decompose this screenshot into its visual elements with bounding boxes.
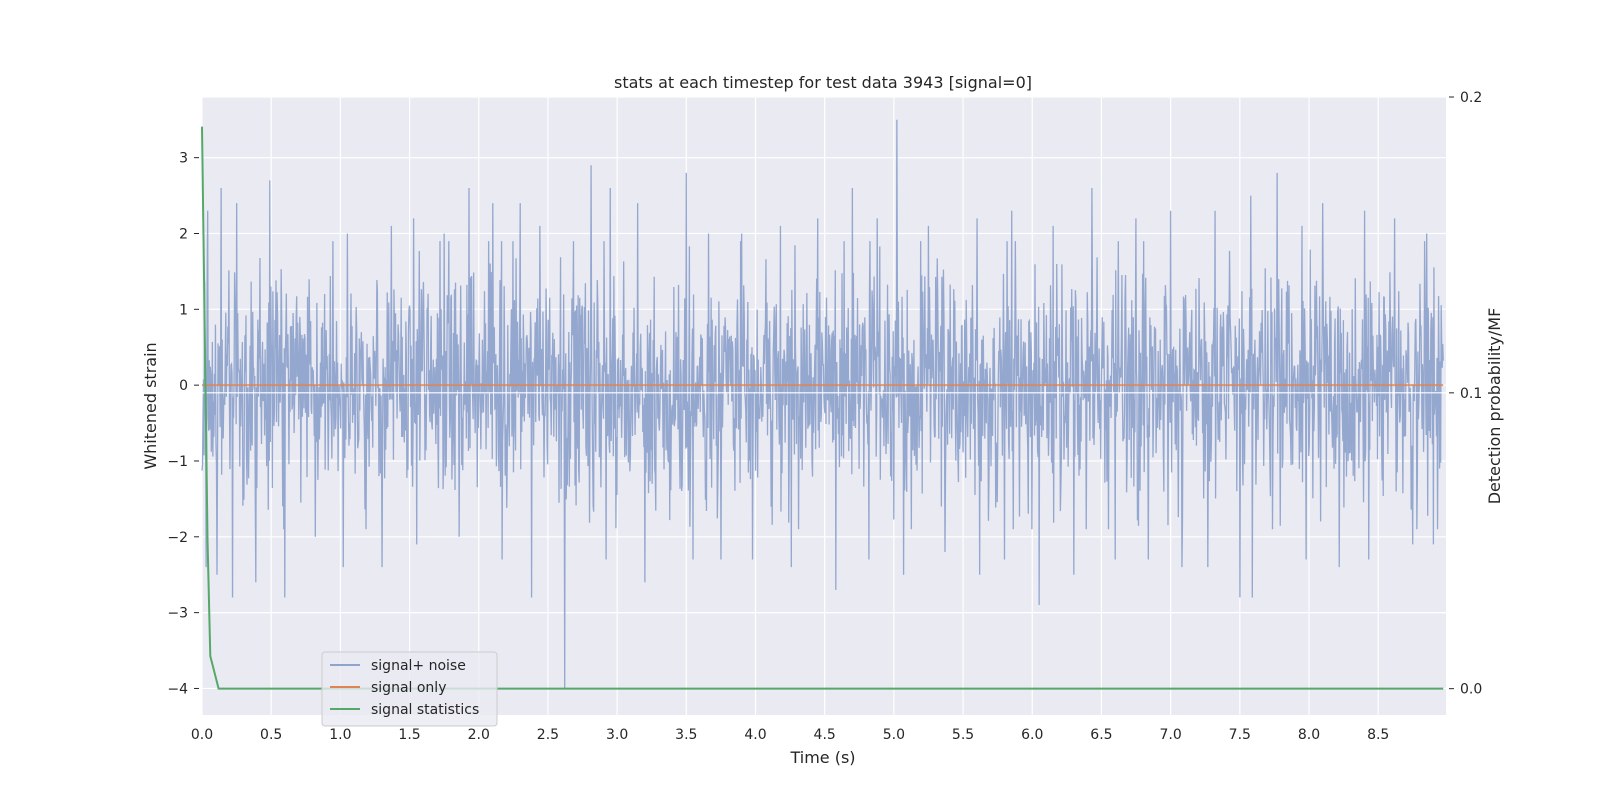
- legend-label-signal-noise: signal+ noise: [371, 658, 466, 674]
- x-tick-label: 0.0: [191, 727, 213, 743]
- y-axis-label: Whitened strain: [141, 342, 160, 469]
- x-tick-label: 7.5: [1229, 727, 1251, 743]
- legend-label-signal-only: signal only: [371, 680, 446, 696]
- x-tick-label: 4.5: [814, 727, 836, 743]
- y-tick-label: −4: [167, 681, 188, 697]
- x-tick-label: 8.0: [1298, 727, 1320, 743]
- x-axis-label: Time (s): [789, 748, 855, 767]
- y2-tick-label: 0.2: [1460, 90, 1482, 106]
- y-tick-label: −3: [167, 606, 188, 622]
- x-tick-label: 6.0: [1021, 727, 1043, 743]
- x-tick-label: 2.0: [468, 727, 490, 743]
- legend-label-signal-statistics: signal statistics: [371, 702, 479, 718]
- x-tick-label: 3.0: [606, 727, 628, 743]
- x-tick-label: 0.5: [260, 727, 282, 743]
- y2-tick-label: 0.0: [1460, 682, 1482, 698]
- y2-axis-label: Detection probability/MF: [1485, 308, 1504, 505]
- x-tick-label: 3.5: [675, 727, 697, 743]
- y2-tick-label: 0.1: [1460, 386, 1482, 402]
- chart-title: stats at each timestep for test data 394…: [614, 73, 1032, 92]
- series-signal-noise-line: [201, 119, 1444, 689]
- x-tick-label: 2.5: [537, 727, 559, 743]
- y-tick-label: 1: [179, 302, 188, 318]
- y-tick-label: −2: [167, 530, 188, 546]
- legend-box: [321, 651, 498, 727]
- signal-noise-layer: [201, 119, 1444, 689]
- axes: 0.0 0.5 1.0 1.5 2.0 2.5 3.0 3.5 4.0 4.5 5.0 5.5 6.0 6…: [167, 90, 1482, 743]
- y-tick-label: 0: [179, 378, 188, 394]
- y-tick-label: −1: [167, 454, 188, 470]
- x-tick-label: 5.0: [883, 727, 905, 743]
- y-tick-label: 3: [179, 151, 188, 167]
- x-tick-label: 5.5: [952, 727, 974, 743]
- x-tick-label: 1.0: [329, 727, 351, 743]
- y-tick-label: 2: [179, 226, 188, 242]
- x-tick-label: 4.0: [744, 727, 766, 743]
- x-tick-label: 6.5: [1090, 727, 1112, 743]
- x-tick-label: 1.5: [398, 727, 420, 743]
- legend: signal+ noise signal only signal statist…: [321, 651, 498, 727]
- x-tick-label: 7.0: [1159, 727, 1181, 743]
- x-tick-label: 8.5: [1367, 727, 1389, 743]
